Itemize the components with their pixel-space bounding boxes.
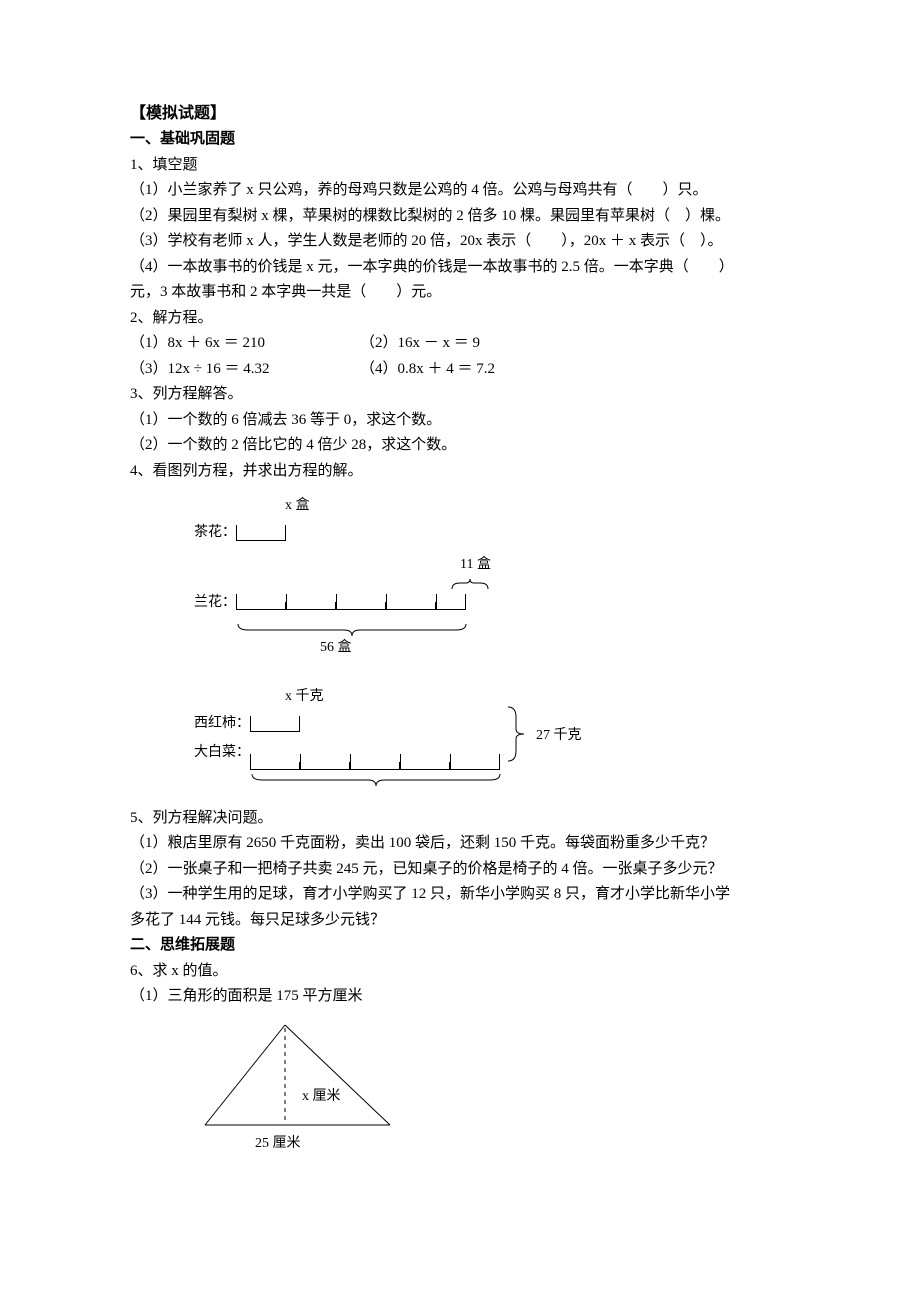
d1-11-label: 11 盒 <box>460 553 790 577</box>
d2-x-label: x 千克 <box>285 685 790 709</box>
q5-head: 5、列方程解决问题。 <box>130 806 790 832</box>
d1-tea-label: 茶花： <box>180 521 236 545</box>
q5-p3a: （3）一种学生用的足球，育才小学购买了 12 只，新华小学购买 8 只，育才小学… <box>130 882 790 908</box>
q1-p1: （1）小兰家养了 x 只公鸡，养的母鸡只数是公鸡的 4 倍。公鸡与母鸡共有（ ）… <box>130 178 790 204</box>
q4-head: 4、看图列方程，并求出方程的解。 <box>130 459 790 485</box>
q2-e1a: （1）8x ＋ 6x ＝ 210 <box>130 331 360 357</box>
d2-brace-bottom-icon <box>250 772 502 786</box>
d1-56-label: 56 盒 <box>320 636 790 660</box>
triangle-x-label: x 厘米 <box>302 1085 341 1109</box>
q2-e2a: （3）12x ÷ 16 ＝ 4.32 <box>130 357 360 383</box>
d1-tea-box <box>236 525 286 541</box>
q3-head: 3、列方程解答。 <box>130 382 790 408</box>
d1-lan-segments <box>236 594 466 610</box>
d2-tomato-label: 西红柿： <box>180 712 250 736</box>
q6-head: 6、求 x 的值。 <box>130 959 790 985</box>
q5-p1: （1）粮店里原有 2650 千克面粉，卖出 100 袋后，还剩 150 千克。每… <box>130 831 790 857</box>
q3-p1: （1）一个数的 6 倍减去 36 等于 0，求这个数。 <box>130 408 790 434</box>
diagram1: x 盒 茶花： 11 盒 兰花： 56 盒 <box>180 494 790 660</box>
triangle-base-label: 25 厘米 <box>255 1132 790 1156</box>
d2-cabbage-segments <box>250 754 500 770</box>
q2-e2b: （4）0.8x ＋ 4 ＝ 7.2 <box>360 357 790 383</box>
page-title: 【模拟试题】 <box>130 100 790 127</box>
d2-cabbage-label: 大白菜： <box>180 741 250 765</box>
q5-p3b: 多花了 144 元钱。每只足球多少元钱？ <box>130 908 790 934</box>
q1-head: 1、填空题 <box>130 153 790 179</box>
triangle-icon <box>185 1020 395 1130</box>
q2-head: 2、解方程。 <box>130 306 790 332</box>
q1-p2: （2）果园里有梨树 x 棵，苹果树的棵数比梨树的 2 倍多 10 棵。果园里有苹… <box>130 204 790 230</box>
q3-p2: （2）一个数的 2 倍比它的 4 倍少 28，求这个数。 <box>130 433 790 459</box>
q5-p2: （2）一张桌子和一把椅子共卖 245 元，已知桌子的价格是椅子的 4 倍。一张桌… <box>130 857 790 883</box>
q6-p1: （1）三角形的面积是 175 平方厘米 <box>130 984 790 1010</box>
triangle-diagram: x 厘米 25 厘米 <box>185 1020 790 1156</box>
d1-brace-bottom-icon <box>236 622 468 636</box>
d1-x-label: x 盒 <box>285 494 790 518</box>
q1-p4a: （4）一本故事书的价钱是 x 元，一本字典的价钱是一本故事书的 2.5 倍。一本… <box>130 255 790 281</box>
q2-e1b: （2）16x － x ＝ 9 <box>360 331 790 357</box>
d2-brace-right-icon <box>506 705 528 763</box>
d2-tomato-box <box>250 716 300 732</box>
section2-header: 二、思维拓展题 <box>130 933 790 959</box>
section1-header: 一、基础巩固题 <box>130 127 790 153</box>
d2-27-label: 27 千克 <box>536 724 582 748</box>
d1-brace-top-icon <box>450 579 490 591</box>
d1-lan-label: 兰花： <box>180 591 236 615</box>
diagram2: x 千克 西红柿： 大白菜： 27 千克 <box>180 685 790 786</box>
q1-p4b: 元，3 本故事书和 2 本字典一共是（ ）元。 <box>130 280 790 306</box>
q1-p3: （3）学校有老师 x 人，学生人数是老师的 20 倍，20x 表示（ ），20x… <box>130 229 790 255</box>
